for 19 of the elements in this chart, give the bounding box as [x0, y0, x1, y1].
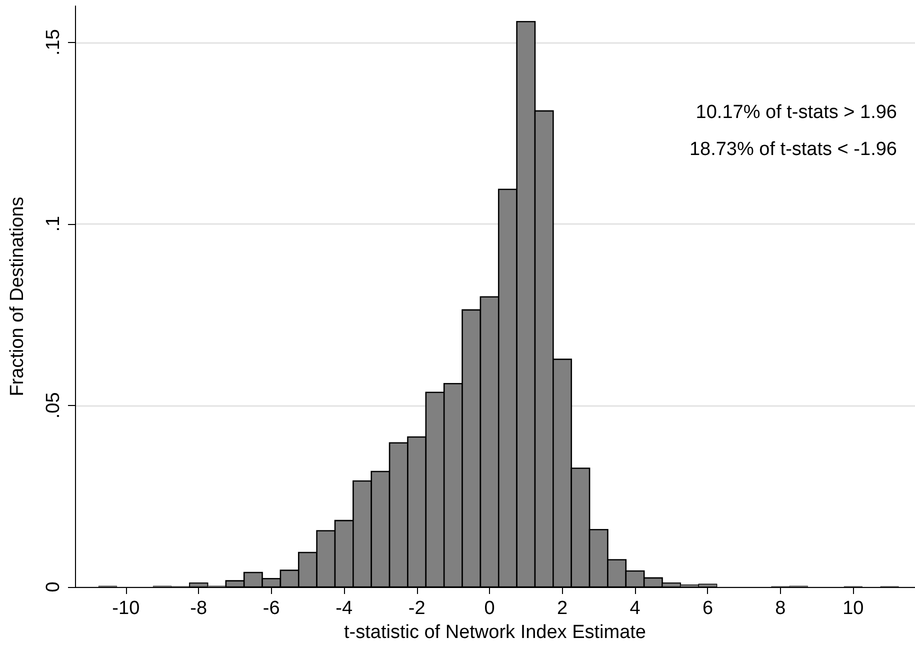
y-tick-label: 0	[43, 582, 64, 592]
x-tick-label: 2	[556, 598, 568, 619]
x-tick-label: -6	[262, 598, 280, 619]
x-tick-label: -8	[190, 598, 208, 619]
x-axis-title: t-statistic of Network Index Estimate	[344, 622, 646, 643]
annotation: 10.17% of t-stats > 1.96	[696, 102, 897, 123]
y-tick-label: .15	[43, 29, 64, 56]
annotation: 18.73% of t-stats < -1.96	[689, 139, 897, 160]
x-tick-label: -4	[336, 598, 353, 619]
x-tick-label: 6	[702, 598, 714, 619]
x-tick-label: -2	[408, 598, 426, 619]
x-tick-label: 10	[842, 598, 864, 619]
x-tick-label: 4	[630, 598, 641, 619]
x-tick-label: 0	[484, 598, 495, 619]
y-tick-label: .05	[43, 392, 64, 419]
x-tick-label: 8	[775, 598, 786, 619]
y-tick-label: .1	[43, 216, 64, 232]
y-axis-title: Fraction of Destinations	[7, 196, 28, 396]
x-tick-label: -10	[112, 598, 140, 619]
